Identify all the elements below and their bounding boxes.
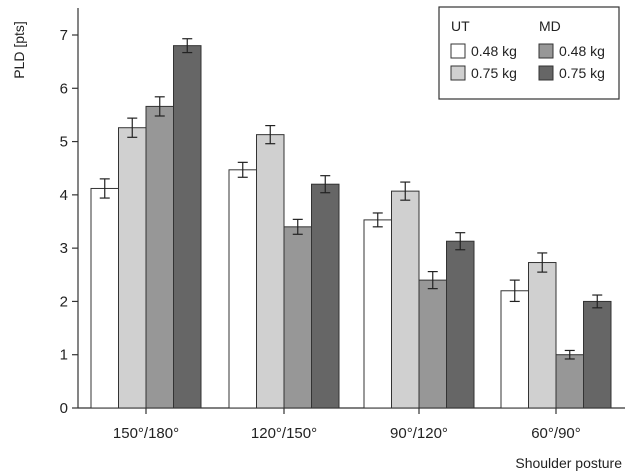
y-tick-label: 6 xyxy=(60,80,68,97)
legend-swatch xyxy=(538,43,554,59)
x-tick-label: 150°/180° xyxy=(113,425,179,442)
legend-swatch xyxy=(538,65,554,81)
bar xyxy=(555,354,584,409)
bar xyxy=(500,290,529,409)
y-tick-label: 4 xyxy=(60,187,68,204)
legend-swatch xyxy=(450,65,466,81)
legend-swatch xyxy=(450,43,466,59)
y-axis-label: PLD [pts] xyxy=(11,21,27,79)
bar xyxy=(418,279,447,409)
legend-box xyxy=(438,6,620,100)
y-tick-label: 1 xyxy=(60,347,68,364)
x-axis: 150°/180° 120°/150° 90°/120° 60°/90° xyxy=(78,407,625,442)
x-axis-label: Shoulder posture xyxy=(515,455,622,471)
legend-group-title: MD xyxy=(539,18,561,34)
bar xyxy=(228,169,257,409)
legend-entry-label: 0.48 kg xyxy=(471,43,517,59)
legend-entry-label: 0.48 kg xyxy=(559,43,605,59)
bar xyxy=(583,300,612,409)
bar xyxy=(118,127,147,409)
bar xyxy=(256,134,285,409)
bar xyxy=(311,183,340,409)
bar xyxy=(363,219,392,409)
legend-group-title: UT xyxy=(451,18,470,34)
y-tick-label: 7 xyxy=(60,27,68,44)
legend-entry-label: 0.75 kg xyxy=(559,65,605,81)
y-tick-label: 3 xyxy=(60,240,68,257)
bar xyxy=(528,262,557,409)
y-tick-label: 5 xyxy=(60,134,68,151)
bar xyxy=(90,187,119,409)
x-tick-label: 90°/120° xyxy=(390,425,448,442)
bar xyxy=(145,105,174,409)
bars xyxy=(90,38,612,409)
x-tick-label: 120°/150° xyxy=(251,425,317,442)
y-tick-label: 2 xyxy=(60,293,68,310)
y-axis: 0 1 2 3 4 5 6 7 xyxy=(60,8,79,417)
legend-entry-label: 0.75 kg xyxy=(471,65,517,81)
bar xyxy=(446,240,475,409)
y-tick-label: 0 xyxy=(60,400,68,417)
bar xyxy=(391,190,420,409)
bar xyxy=(283,226,312,409)
bar xyxy=(173,45,202,409)
x-tick-label: 60°/90° xyxy=(531,425,581,442)
